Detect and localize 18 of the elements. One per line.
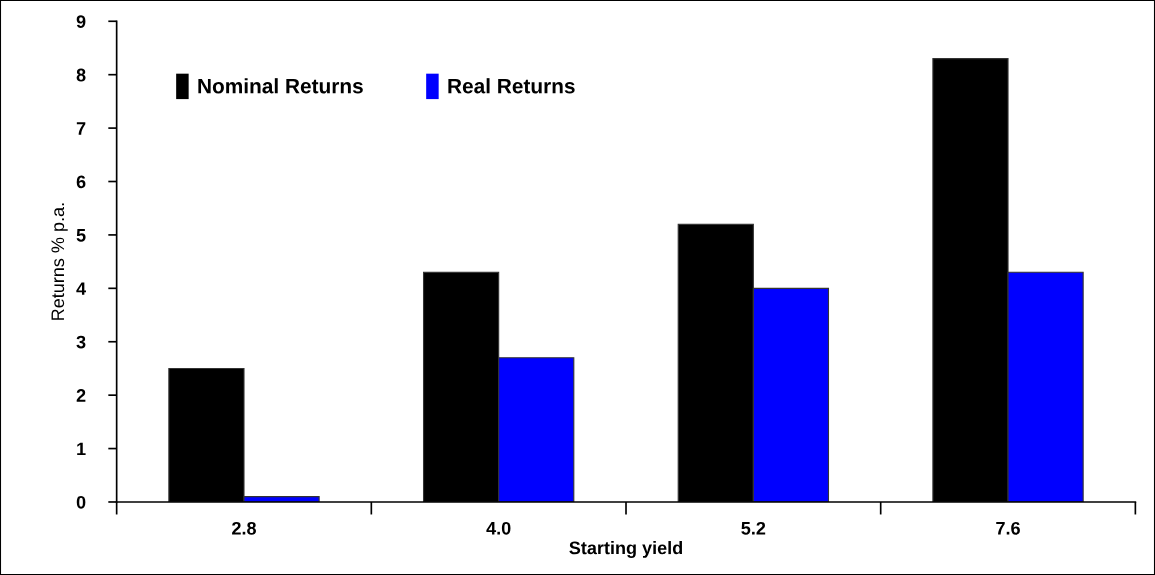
y-tick-label: 5 — [76, 229, 86, 242]
x-axis-title: Starting yield — [569, 541, 683, 558]
x-tick-label: 5.2 — [741, 521, 766, 535]
y-tick-label: 7 — [76, 122, 86, 135]
y-tick-label: 1 — [77, 442, 86, 456]
y-tick-label: 6 — [76, 175, 86, 189]
y-tick-label: 2 — [76, 389, 86, 402]
y-tick-label: 0 — [76, 495, 86, 509]
x-tick-label: 4.0 — [486, 521, 511, 535]
y-axis-title: Returns % p.a. — [51, 203, 68, 320]
x-tick-label: 7.6 — [996, 521, 1020, 535]
y-tick-label: 4 — [76, 282, 86, 295]
legend-label: Nominal Returns — [198, 78, 363, 94]
x-tick-label: 2.8 — [232, 521, 256, 535]
y-tick-label: 3 — [76, 335, 86, 349]
legend-label: Real Returns — [448, 78, 575, 94]
y-tick-label: 9 — [76, 15, 86, 28]
y-tick-label: 8 — [76, 68, 86, 82]
